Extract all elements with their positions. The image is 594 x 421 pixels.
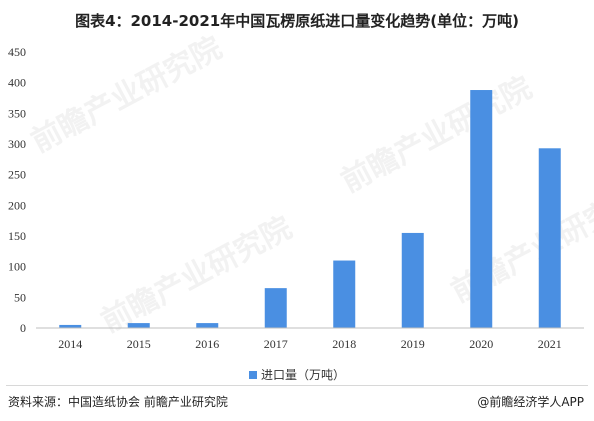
x-tick-label: 2014 [58,337,82,351]
x-tick-label: 2021 [538,337,562,351]
y-tick-label: 200 [8,198,26,212]
source-text: 资料来源：中国造纸协会 前瞻产业研究院 [8,395,228,409]
y-tick-label: 150 [8,229,26,243]
x-tick-label: 2018 [332,337,356,351]
bar-2016 [196,323,219,328]
y-tick-label: 300 [8,137,26,151]
bar-2020 [470,90,493,328]
brand-text: @前瞻经济学人APP [477,395,584,409]
legend-swatch [248,370,257,379]
y-tick-label: 50 [14,290,26,304]
y-tick-label: 450 [8,45,26,59]
x-tick-label: 2016 [195,337,219,351]
x-tick-label: 2017 [264,337,288,351]
chart-title: 图表4：2014-2021年中国瓦楞原纸进口量变化趋势(单位：万吨) [75,12,519,30]
bars [59,90,561,328]
bar-2019 [401,232,424,328]
bar-2017 [264,288,287,328]
x-tick-label: 2019 [401,337,425,351]
x-tick-label: 2020 [469,337,493,351]
legend-label: 进口量（万吨） [260,368,345,382]
bar-2014 [59,324,82,328]
y-tick-label: 100 [8,260,26,274]
y-tick-label: 400 [8,76,26,90]
y-tick-label: 350 [8,106,26,120]
legend: 进口量（万吨） [0,366,594,383]
y-axis-ticks: 0 50 100 150 200 250 300 350 400 450 [8,45,26,335]
bar-2018 [333,260,356,328]
y-tick-label: 250 [8,168,26,182]
x-tick-label: 2015 [127,337,151,351]
bar-2015 [127,323,150,328]
x-axis-ticks: 2014 2015 2016 2017 2018 2019 2020 2021 [58,337,562,351]
bar-2021 [538,148,561,328]
y-tick-label: 0 [20,321,26,335]
footer-divider [6,385,588,386]
